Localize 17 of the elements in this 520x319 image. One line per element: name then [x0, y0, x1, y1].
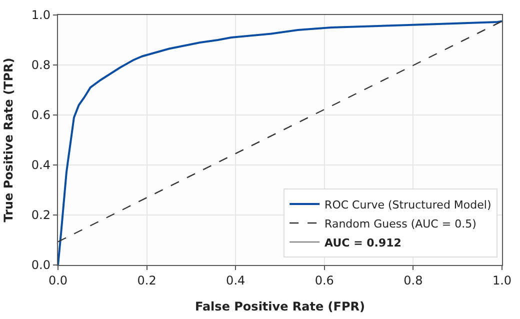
- x-axis-title: False Positive Rate (FPR): [194, 299, 366, 314]
- y-tick-label: 0.8: [31, 58, 50, 72]
- y-tick-label: 0.2: [31, 208, 50, 222]
- legend-label: ROC Curve (Structured Model): [324, 198, 492, 212]
- y-tick-label: 0.4: [31, 158, 50, 172]
- y-tick-label: 0.6: [31, 108, 50, 122]
- y-tick-label: 0.0: [31, 258, 50, 272]
- x-tick-label: 0.6: [314, 274, 334, 288]
- x-tick-label: 0.0: [48, 274, 68, 288]
- y-tick-label: 1.0: [31, 8, 50, 22]
- x-tick-label: 0.8: [404, 274, 423, 288]
- y-axis-title: True Positive Rate (TPR): [2, 58, 16, 222]
- x-tick-label: 1.0: [492, 274, 512, 288]
- x-tick-label: 0.2: [137, 274, 156, 288]
- x-tick-label: 0.4: [226, 274, 246, 288]
- legend-label: Random Guess (AUC = 0.5): [324, 217, 476, 230]
- annotation: AUC = 0.912: [324, 236, 402, 250]
